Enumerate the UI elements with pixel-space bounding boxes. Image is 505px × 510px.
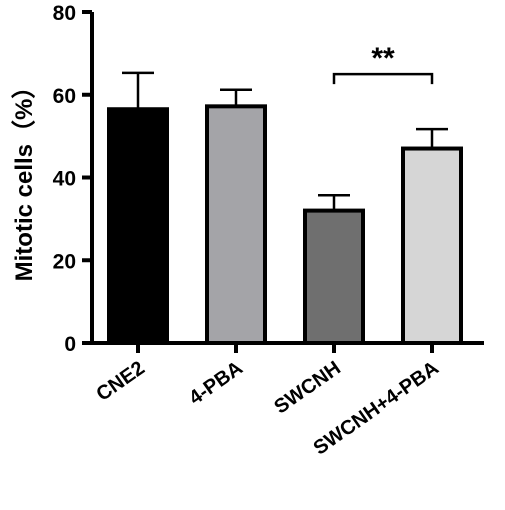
significance-bracket (332, 72, 434, 85)
y-tick-label: 60 (53, 85, 76, 108)
bar-swcnh (303, 208, 365, 345)
y-tick-label: 0 (64, 333, 76, 356)
y-axis: 0 20 40 60 80 (53, 2, 94, 356)
y-axis-title: Mitotic cells（%） (11, 75, 38, 282)
y-tick-label: 20 (53, 250, 76, 273)
bar-4-pba (205, 104, 267, 345)
significance-label: ** (371, 42, 395, 75)
bar-cne2 (107, 107, 169, 345)
error-bars (122, 71, 448, 211)
bar-swcnh-4-pba (401, 146, 463, 345)
x-tick-label: 4-PBA (185, 357, 247, 409)
x-tick-label: CNE2 (93, 357, 149, 406)
y-tick-label: 80 (53, 2, 76, 25)
x-tick-label: SWCNH (270, 357, 345, 418)
significance-annotations: ** (332, 42, 434, 85)
y-tick-label: 40 (53, 168, 76, 191)
bars (107, 104, 463, 345)
